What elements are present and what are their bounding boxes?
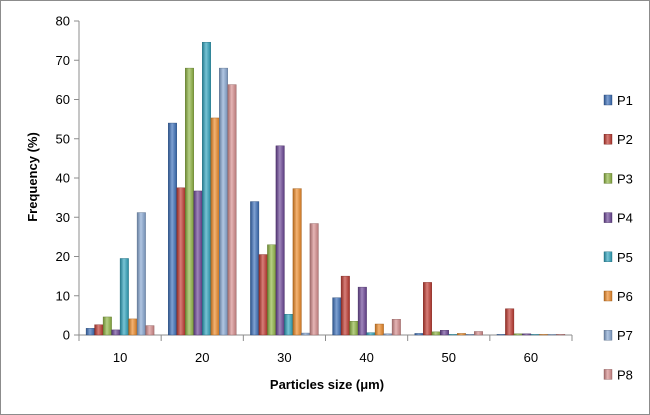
bar-p1-60 <box>496 334 506 336</box>
bar-p5-40 <box>366 332 376 336</box>
legend-swatch-p1 <box>603 94 613 106</box>
bar-p3-30 <box>267 244 277 336</box>
bar-p5-20 <box>202 41 211 336</box>
bar-p8-40 <box>391 319 401 336</box>
y-axis-title: Frequency (%) <box>25 132 40 222</box>
x-tick-label: 60 <box>524 350 538 365</box>
bar-p6-20 <box>210 117 220 336</box>
bar-p3-40 <box>349 321 359 336</box>
bar-p5-10 <box>119 258 129 336</box>
bar-p2-30 <box>258 254 268 336</box>
bar-p5-60 <box>530 334 540 336</box>
bar-p1-20 <box>168 122 177 336</box>
bar-p4-50 <box>440 330 449 336</box>
bar-p5-30 <box>284 313 294 336</box>
legend-swatch-p5 <box>603 251 613 263</box>
bar-p2-20 <box>176 187 186 336</box>
bar-p4-60 <box>522 333 532 336</box>
bars <box>85 41 566 336</box>
bar-p3-60 <box>513 333 523 336</box>
bar-p7-20 <box>219 67 228 336</box>
bar-p6-60 <box>539 334 549 336</box>
x-tick-label: 10 <box>113 350 127 365</box>
legend-label-p4: P4 <box>617 211 633 226</box>
legend-label-p5: P5 <box>617 250 633 265</box>
bar-p7-30 <box>301 332 311 336</box>
bar-p4-10 <box>111 329 121 336</box>
bar-p4-20 <box>193 190 203 336</box>
legend-swatch-p7 <box>603 330 613 341</box>
legend-swatch-p6 <box>603 290 613 302</box>
bar-p8-10 <box>145 325 155 336</box>
legend-swatch-p8 <box>603 369 613 380</box>
legend-swatch-p4 <box>603 212 613 223</box>
y-tick-label: 20 <box>56 249 70 264</box>
bar-p1-40 <box>332 297 342 336</box>
y-tick-label: 0 <box>63 328 70 343</box>
bar-p1-50 <box>414 333 424 336</box>
y-tick-label: 80 <box>56 14 70 29</box>
legend-label-p6: P6 <box>617 289 633 304</box>
bar-p7-60 <box>547 334 557 336</box>
x-tick-label: 20 <box>195 350 209 365</box>
y-tick-label: 10 <box>56 288 70 303</box>
x-axis-title: Particles size (μm) <box>270 377 384 392</box>
bar-p2-40 <box>340 275 350 336</box>
bar-p6-50 <box>457 333 466 336</box>
y-tick-label: 60 <box>56 92 70 107</box>
bar-p3-20 <box>185 67 194 336</box>
x-tick-label: 30 <box>277 350 291 365</box>
bar-p1-30 <box>250 201 260 336</box>
bar-p2-10 <box>94 324 104 336</box>
legend-label-p1: P1 <box>617 93 633 108</box>
bar-p7-40 <box>383 333 393 336</box>
legend: P1 P2 P3 P4 P5 P6 P7 P8 <box>603 93 633 382</box>
legend-swatch-p3 <box>603 173 613 184</box>
bar-p4-30 <box>275 145 285 336</box>
bar-p8-20 <box>227 84 237 336</box>
x-axis: 10 20 30 40 50 60 <box>78 334 573 365</box>
y-axis: 0 10 20 30 40 50 60 70 80 <box>56 14 80 343</box>
bar-p4-40 <box>357 286 367 336</box>
bar-p7-50 <box>465 334 475 336</box>
bar-p3-50 <box>431 331 441 336</box>
bar-p3-10 <box>102 316 112 336</box>
y-tick-label: 40 <box>56 171 70 186</box>
legend-label-p8: P8 <box>617 367 633 382</box>
bar-p6-40 <box>374 323 384 336</box>
legend-swatch-p2 <box>603 133 613 145</box>
bar-p8-60 <box>556 334 566 336</box>
bar-p1-10 <box>85 328 95 336</box>
bar-p8-30 <box>309 223 319 336</box>
bar-p7-10 <box>136 212 146 336</box>
bar-p2-60 <box>505 308 515 336</box>
legend-label-p2: P2 <box>617 132 633 147</box>
x-tick-label: 50 <box>442 350 456 365</box>
bar-p2-50 <box>423 282 432 336</box>
y-tick-label: 30 <box>56 210 70 225</box>
legend-label-p3: P3 <box>617 171 633 186</box>
bar-p5-50 <box>448 334 458 336</box>
bar-p6-10 <box>128 318 138 336</box>
x-tick-label: 40 <box>359 350 373 365</box>
y-tick-label: 50 <box>56 131 70 146</box>
bar-p6-30 <box>292 188 302 336</box>
y-tick-label: 70 <box>56 53 70 68</box>
bar-p8-50 <box>474 331 483 336</box>
legend-label-p7: P7 <box>617 328 633 343</box>
